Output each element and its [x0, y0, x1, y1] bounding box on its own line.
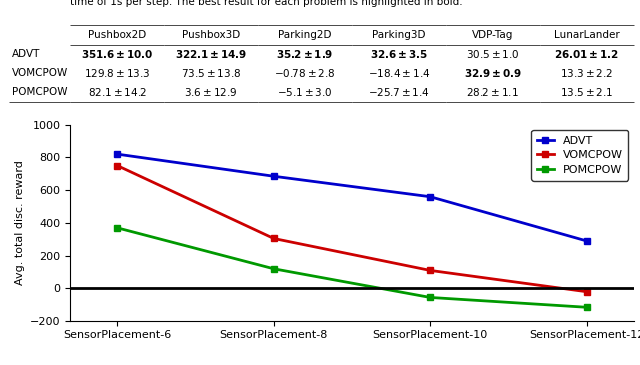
- POMCPOW: [270, 266, 278, 271]
- ADVT: [270, 174, 278, 178]
- ADVT: [426, 195, 434, 199]
- VOMCPOW: [113, 164, 121, 168]
- ADVT: [583, 239, 591, 243]
- POMCPOW: [426, 295, 434, 300]
- ADVT: [113, 152, 121, 156]
- VOMCPOW: [270, 236, 278, 241]
- Y-axis label: Avg. total disc. reward: Avg. total disc. reward: [15, 161, 24, 285]
- POMCPOW: [113, 226, 121, 230]
- Line: POMCPOW: POMCPOW: [114, 224, 590, 311]
- Text: time of 1s per step. The best result for each problem is highlighted in bold.: time of 1s per step. The best result for…: [70, 0, 463, 7]
- VOMCPOW: [426, 268, 434, 273]
- VOMCPOW: [583, 289, 591, 294]
- Legend: ADVT, VOMCPOW, POMCPOW: ADVT, VOMCPOW, POMCPOW: [531, 130, 628, 181]
- POMCPOW: [583, 305, 591, 310]
- Line: VOMCPOW: VOMCPOW: [114, 162, 590, 295]
- Line: ADVT: ADVT: [114, 151, 590, 245]
